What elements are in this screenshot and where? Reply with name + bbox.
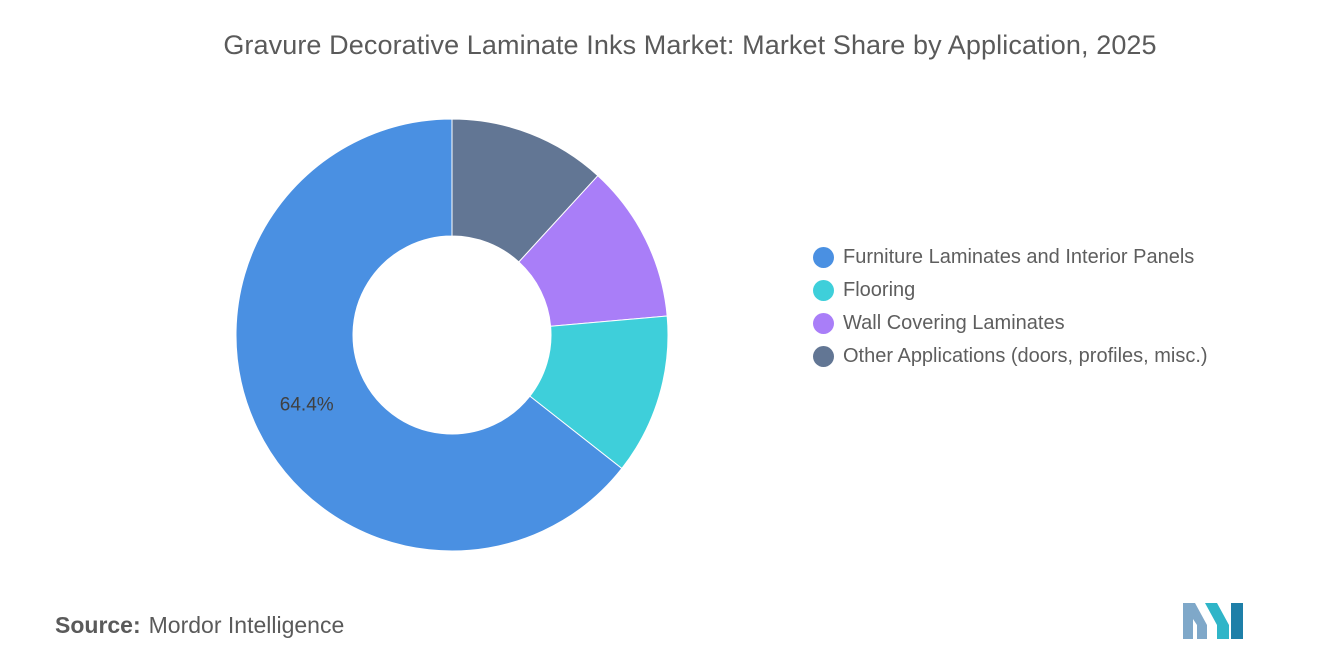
legend-label: Other Applications (doors, profiles, mis…	[843, 345, 1208, 367]
donut-slice-4	[451, 118, 599, 263]
mordor-logo-icon	[1183, 603, 1243, 639]
donut-data-labels: 64.4%	[280, 395, 334, 416]
source-note: Source: Mordor Intelligence	[55, 612, 344, 639]
legend-item-4: Other Applications (doors, profiles, mis…	[813, 343, 1243, 369]
legend-swatch-icon	[813, 280, 834, 301]
legend-label: Flooring	[843, 279, 916, 301]
source-value: Mordor Intelligence	[148, 612, 345, 638]
legend-item-1: Furniture Laminates and Interior Panels	[813, 244, 1243, 270]
slice-data-label-1: 64.4%	[280, 395, 334, 416]
source-label: Source:	[55, 612, 141, 638]
legend-swatch-icon	[813, 247, 834, 268]
legend-item-2: Flooring	[813, 277, 1243, 303]
legend-label: Wall Covering Laminates	[843, 312, 1065, 334]
donut-slice-1	[235, 118, 623, 552]
legend-swatch-icon	[813, 346, 834, 367]
chart-title: Gravure Decorative Laminate Inks Market:…	[223, 30, 1157, 60]
legend-swatch-icon	[813, 313, 834, 334]
chart-legend: Furniture Laminates and Interior Panels F…	[813, 244, 1243, 376]
donut-slice-3	[518, 174, 668, 327]
legend-item-3: Wall Covering Laminates	[813, 310, 1243, 336]
legend-label: Furniture Laminates and Interior Panels	[843, 246, 1195, 268]
donut-slices	[235, 118, 669, 552]
